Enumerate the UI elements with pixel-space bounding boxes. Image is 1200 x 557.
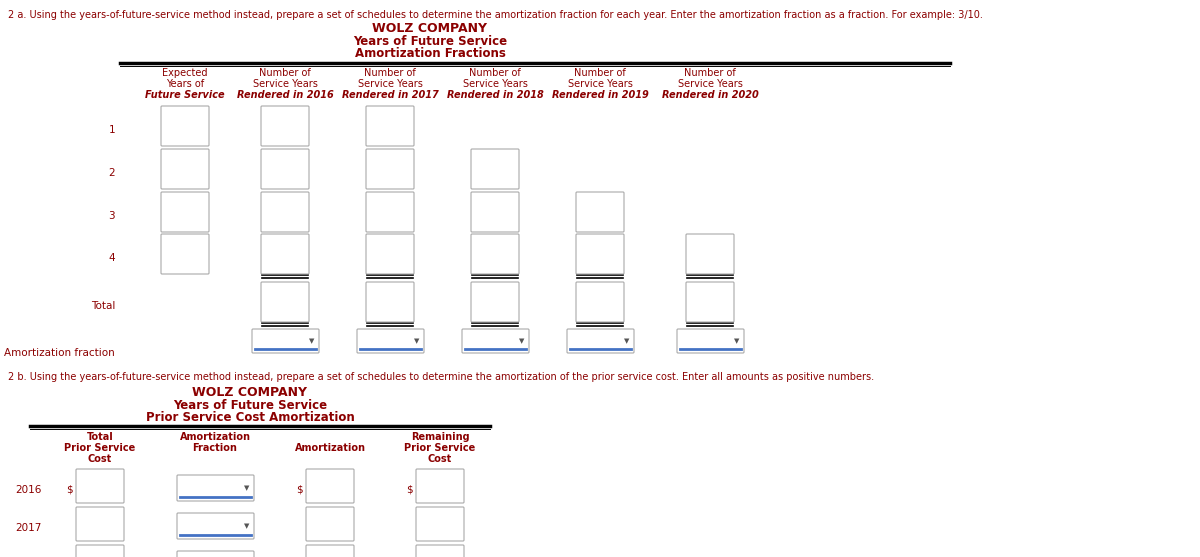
Text: Service Years: Service Years xyxy=(568,79,632,89)
Text: Expected: Expected xyxy=(162,68,208,78)
Text: Number of: Number of xyxy=(259,68,311,78)
FancyBboxPatch shape xyxy=(416,469,464,503)
Text: 2 b. Using the years-of-future-service method instead, prepare a set of schedule: 2 b. Using the years-of-future-service m… xyxy=(8,372,874,382)
Text: $: $ xyxy=(296,485,302,495)
Text: WOLZ COMPANY: WOLZ COMPANY xyxy=(372,22,487,35)
FancyBboxPatch shape xyxy=(161,234,209,274)
Text: Number of: Number of xyxy=(574,68,626,78)
FancyBboxPatch shape xyxy=(306,469,354,503)
Text: Rendered in 2018: Rendered in 2018 xyxy=(446,90,544,100)
FancyBboxPatch shape xyxy=(470,282,520,322)
Text: Prior Service Cost Amortization: Prior Service Cost Amortization xyxy=(145,411,354,424)
FancyBboxPatch shape xyxy=(576,282,624,322)
Text: Service Years: Service Years xyxy=(358,79,422,89)
Text: Service Years: Service Years xyxy=(462,79,528,89)
Text: Cost: Cost xyxy=(88,454,112,464)
FancyBboxPatch shape xyxy=(677,329,744,353)
Text: Total: Total xyxy=(86,432,113,442)
Text: Fraction: Fraction xyxy=(192,443,238,453)
FancyBboxPatch shape xyxy=(576,192,624,232)
FancyBboxPatch shape xyxy=(358,329,424,353)
FancyBboxPatch shape xyxy=(462,329,529,353)
FancyBboxPatch shape xyxy=(686,282,734,322)
FancyBboxPatch shape xyxy=(76,469,124,503)
Text: Future Service: Future Service xyxy=(145,90,224,100)
Text: ▼: ▼ xyxy=(624,338,630,344)
Text: Cost: Cost xyxy=(428,454,452,464)
FancyBboxPatch shape xyxy=(161,106,209,146)
FancyBboxPatch shape xyxy=(178,475,254,501)
Text: Rendered in 2019: Rendered in 2019 xyxy=(552,90,648,100)
Text: Rendered in 2016: Rendered in 2016 xyxy=(236,90,334,100)
Text: Years of Future Service: Years of Future Service xyxy=(173,399,328,412)
FancyBboxPatch shape xyxy=(576,234,624,274)
Text: 2 a. Using the years-of-future-service method instead, prepare a set of schedule: 2 a. Using the years-of-future-service m… xyxy=(8,10,983,20)
FancyBboxPatch shape xyxy=(76,507,124,541)
Text: Amortization: Amortization xyxy=(180,432,251,442)
FancyBboxPatch shape xyxy=(262,149,310,189)
Text: ▼: ▼ xyxy=(414,338,420,344)
Text: ▼: ▼ xyxy=(734,338,739,344)
Text: ▼: ▼ xyxy=(245,485,250,491)
Text: Remaining: Remaining xyxy=(410,432,469,442)
FancyBboxPatch shape xyxy=(686,234,734,274)
FancyBboxPatch shape xyxy=(252,329,319,353)
Text: 2016: 2016 xyxy=(16,485,42,495)
Text: ▼: ▼ xyxy=(245,523,250,529)
Text: Service Years: Service Years xyxy=(252,79,318,89)
FancyBboxPatch shape xyxy=(262,192,310,232)
Text: $: $ xyxy=(66,485,73,495)
FancyBboxPatch shape xyxy=(306,545,354,557)
Text: Number of: Number of xyxy=(469,68,521,78)
FancyBboxPatch shape xyxy=(416,545,464,557)
Text: Number of: Number of xyxy=(684,68,736,78)
FancyBboxPatch shape xyxy=(470,192,520,232)
Text: Amortization fraction: Amortization fraction xyxy=(5,348,115,358)
Text: Service Years: Service Years xyxy=(678,79,743,89)
Text: Total: Total xyxy=(91,301,115,311)
FancyBboxPatch shape xyxy=(366,149,414,189)
Text: Rendered in 2020: Rendered in 2020 xyxy=(661,90,758,100)
FancyBboxPatch shape xyxy=(366,192,414,232)
FancyBboxPatch shape xyxy=(178,551,254,557)
Text: ▼: ▼ xyxy=(520,338,524,344)
Text: 2017: 2017 xyxy=(16,523,42,533)
FancyBboxPatch shape xyxy=(178,513,254,539)
Text: 3: 3 xyxy=(108,211,115,221)
Text: $: $ xyxy=(407,485,413,495)
FancyBboxPatch shape xyxy=(416,507,464,541)
Text: Years of Future Service: Years of Future Service xyxy=(353,35,508,48)
Text: Prior Service: Prior Service xyxy=(404,443,475,453)
Text: 1: 1 xyxy=(108,125,115,135)
Text: 4: 4 xyxy=(108,253,115,263)
FancyBboxPatch shape xyxy=(366,234,414,274)
FancyBboxPatch shape xyxy=(161,192,209,232)
FancyBboxPatch shape xyxy=(262,106,310,146)
FancyBboxPatch shape xyxy=(262,282,310,322)
FancyBboxPatch shape xyxy=(470,234,520,274)
FancyBboxPatch shape xyxy=(262,234,310,274)
Text: Prior Service: Prior Service xyxy=(65,443,136,453)
Text: Years of: Years of xyxy=(166,79,204,89)
Text: 2: 2 xyxy=(108,168,115,178)
FancyBboxPatch shape xyxy=(76,545,124,557)
Text: Amortization Fractions: Amortization Fractions xyxy=(354,47,505,60)
FancyBboxPatch shape xyxy=(161,149,209,189)
FancyBboxPatch shape xyxy=(366,106,414,146)
FancyBboxPatch shape xyxy=(470,149,520,189)
Text: Number of: Number of xyxy=(364,68,416,78)
FancyBboxPatch shape xyxy=(306,507,354,541)
Text: Rendered in 2017: Rendered in 2017 xyxy=(342,90,438,100)
Text: Amortization: Amortization xyxy=(294,443,366,453)
FancyBboxPatch shape xyxy=(366,282,414,322)
FancyBboxPatch shape xyxy=(568,329,634,353)
Text: ▼: ▼ xyxy=(310,338,314,344)
Text: WOLZ COMPANY: WOLZ COMPANY xyxy=(192,386,307,399)
